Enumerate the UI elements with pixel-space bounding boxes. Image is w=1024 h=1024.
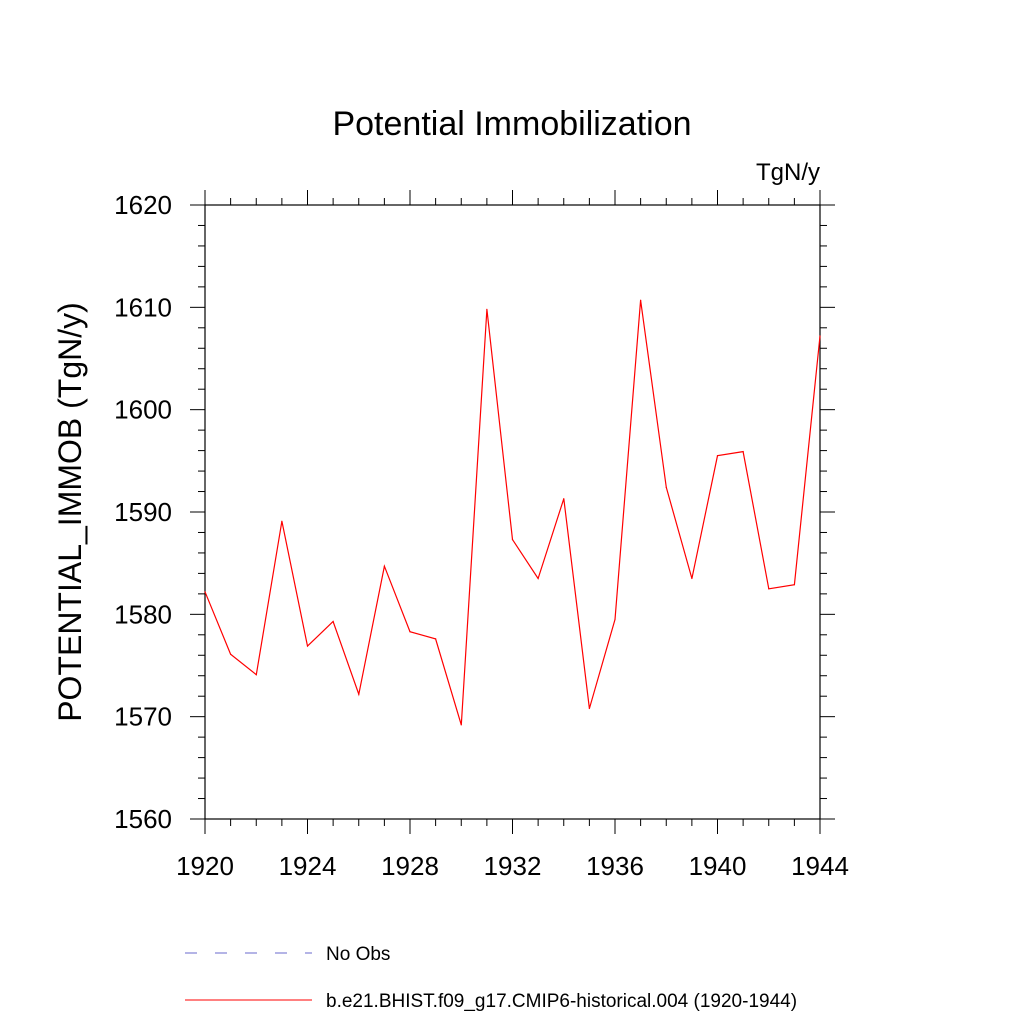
data-point (614, 618, 616, 621)
x-tick-label: 1920 (176, 851, 234, 881)
x-tick-label: 1940 (689, 851, 747, 881)
data-point (768, 588, 770, 590)
x-tick-label: 1928 (381, 851, 439, 881)
data-point (819, 335, 821, 337)
y-tick-label: 1610 (114, 292, 172, 322)
y-tick-label: 1570 (114, 702, 172, 732)
data-point (306, 645, 309, 647)
y-tick-label: 1580 (114, 599, 172, 629)
data-point (204, 591, 206, 593)
data-point (230, 653, 232, 655)
axis-ticks (190, 190, 835, 834)
data-point (255, 674, 257, 676)
x-tick-label: 1924 (279, 851, 337, 881)
y-tick-label: 1590 (114, 497, 172, 527)
chart-title: Potential Immobilization (332, 105, 691, 143)
x-tick-label: 1944 (791, 851, 849, 881)
data-point (742, 451, 744, 453)
legend-label-no-obs: No Obs (326, 944, 390, 965)
data-point (691, 577, 693, 580)
data-point (537, 577, 539, 580)
data-point (640, 299, 642, 301)
data-point (588, 707, 590, 710)
data-point (793, 584, 795, 586)
data-point (383, 565, 385, 567)
axis-tick-labels: 1920 1924 1928 1932 1936 1940 1944 1560 1570 1580… (114, 190, 849, 881)
data-point (486, 308, 488, 310)
legend: No Obs b.e21.BHIST.f09_g17.CMIP6-histori… (185, 944, 797, 1012)
x-tick-label: 1932 (484, 851, 542, 881)
data-point (716, 455, 719, 457)
y-tick-label: 1560 (114, 804, 172, 834)
legend-label-model: b.e21.BHIST.f09_g17.CMIP6-historical.004… (326, 991, 797, 1012)
data-point (665, 486, 667, 489)
data-point (511, 539, 514, 541)
data-point (281, 520, 283, 522)
data-point (332, 620, 334, 623)
x-tick-label: 1936 (586, 851, 644, 881)
data-point (409, 631, 411, 633)
data-point (563, 498, 565, 500)
data-point (460, 724, 462, 726)
y-axis-label: POTENTIAL_IMMOB (TgN/y) (52, 302, 88, 722)
y-tick-label: 1600 (114, 395, 172, 425)
plot-frame (204, 204, 821, 820)
units-label: TgN/y (756, 159, 820, 186)
data-point (435, 638, 437, 640)
data-point (358, 693, 360, 695)
series-layer (204, 299, 821, 726)
series-line (204, 300, 821, 726)
y-tick-label: 1620 (114, 190, 172, 220)
